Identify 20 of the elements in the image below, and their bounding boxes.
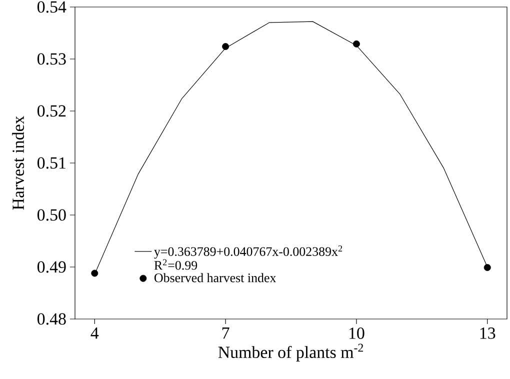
x-axis-title: Number of plants m$^{-2}$ — [218, 344, 364, 362]
annotation: R$^{2}$=0.99 — [154, 259, 198, 270]
point — [484, 264, 491, 272]
point — [91, 270, 98, 277]
legend-label: Observed harvest index — [154, 273, 276, 282]
y-tick-label: 0.50 — [37, 209, 66, 221]
x-tick-label: 7 — [222, 328, 230, 339]
y-tick-label: 0.54 — [37, 1, 66, 13]
y-tick-label: 0.49 — [37, 261, 66, 273]
y-tick-label: 0.48 — [37, 313, 66, 325]
y-tick-label: 0.51 — [37, 157, 66, 169]
legend-label: y=0.363789+0.040767x-0.002389x$^{2}$ — [154, 245, 342, 259]
x-tick-label: 13 — [480, 328, 496, 339]
x-tick-label: 10 — [349, 328, 364, 339]
x-tick-label: 4 — [90, 328, 99, 339]
y-tick-label: 0.52 — [37, 105, 66, 117]
y-tick-label: 0.53 — [37, 53, 66, 65]
point — [352, 40, 360, 48]
point — [222, 43, 230, 50]
y-axis-title: Harvest index — [12, 116, 24, 210]
